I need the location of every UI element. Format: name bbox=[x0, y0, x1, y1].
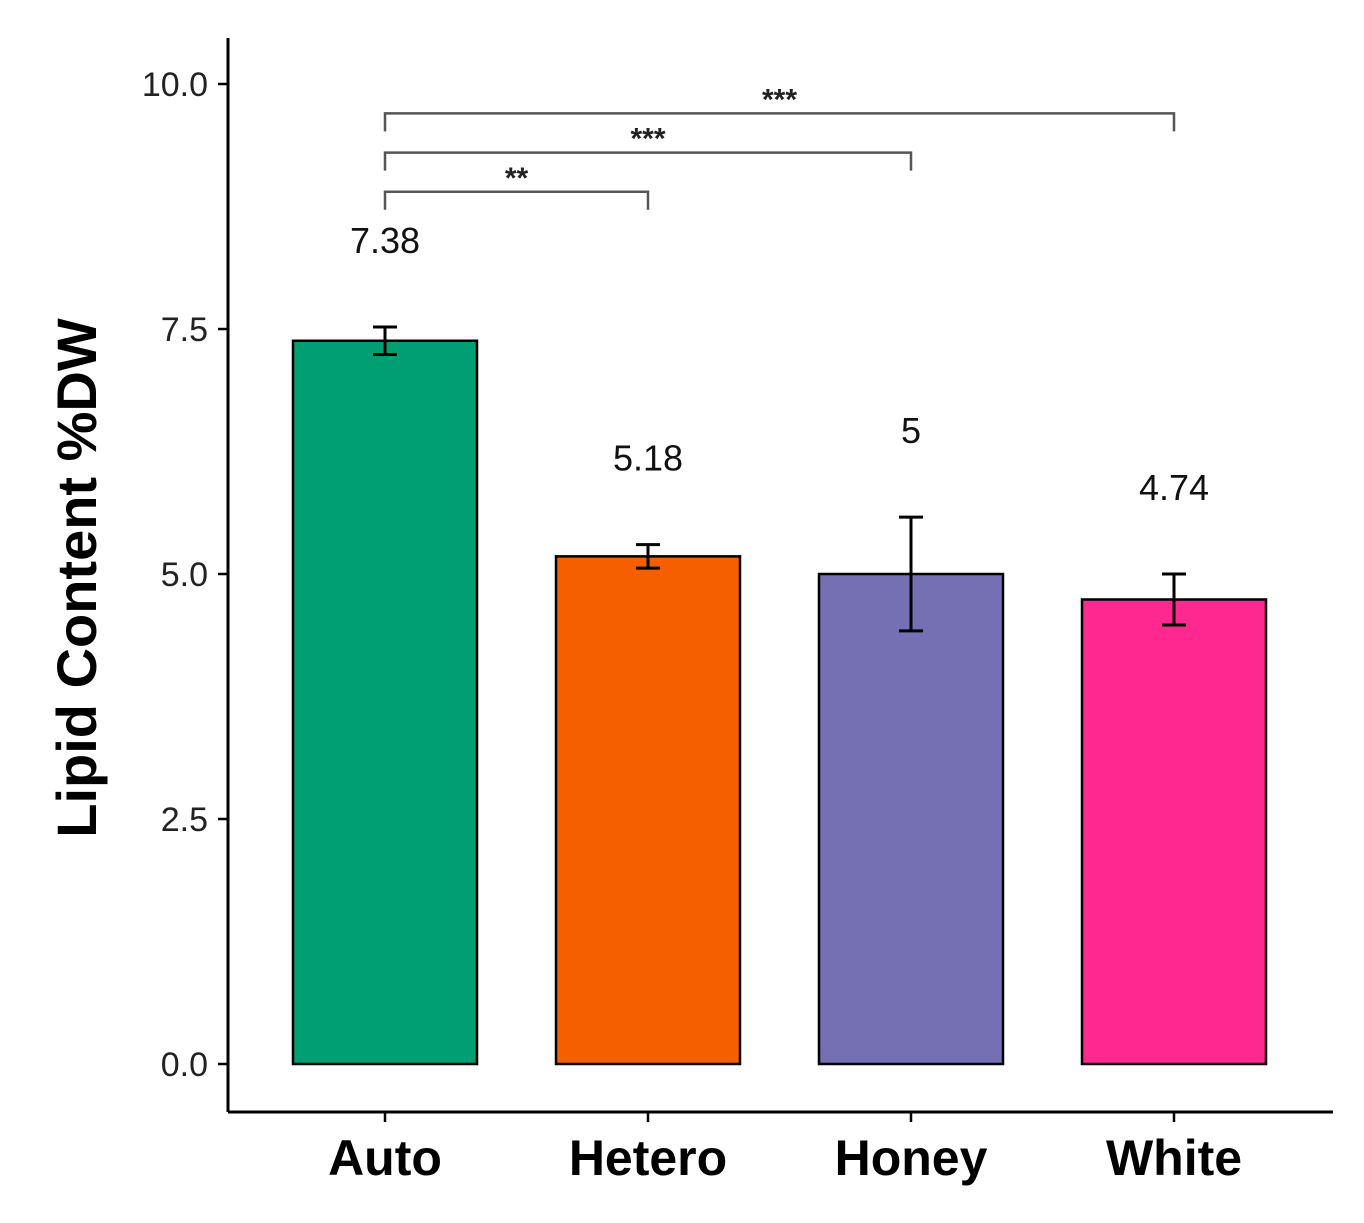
x-tick-label: Auto bbox=[328, 1130, 442, 1186]
significance-bracket bbox=[383, 151, 913, 171]
y-axis-label: Lipid Content %DW bbox=[45, 318, 108, 838]
significance-label: *** bbox=[630, 123, 665, 156]
y-tick-label: 10.0 bbox=[142, 66, 208, 104]
significance-bracket bbox=[383, 190, 650, 210]
data-label: 5 bbox=[901, 410, 921, 451]
bar-auto[interactable] bbox=[291, 339, 479, 1066]
x-tick-label: Honey bbox=[835, 1130, 988, 1186]
significance-label: ** bbox=[505, 162, 529, 195]
bar-white[interactable] bbox=[1080, 598, 1268, 1066]
bar-hetero[interactable] bbox=[554, 555, 742, 1066]
y-tick-label: 0.0 bbox=[161, 1046, 208, 1084]
data-label: 4.74 bbox=[1139, 467, 1209, 508]
significance-bracket bbox=[383, 112, 1176, 132]
y-tick-label: 5.0 bbox=[161, 556, 208, 594]
significance-label: *** bbox=[762, 83, 797, 116]
x-tick-label: White bbox=[1106, 1130, 1242, 1186]
y-tick-label: 7.5 bbox=[161, 311, 208, 349]
y-tick-label: 2.5 bbox=[161, 801, 208, 839]
data-label: 7.38 bbox=[350, 220, 420, 261]
x-tick-label: Hetero bbox=[569, 1130, 727, 1186]
data-label: 5.18 bbox=[613, 438, 683, 479]
bar-honey[interactable] bbox=[817, 572, 1005, 1066]
